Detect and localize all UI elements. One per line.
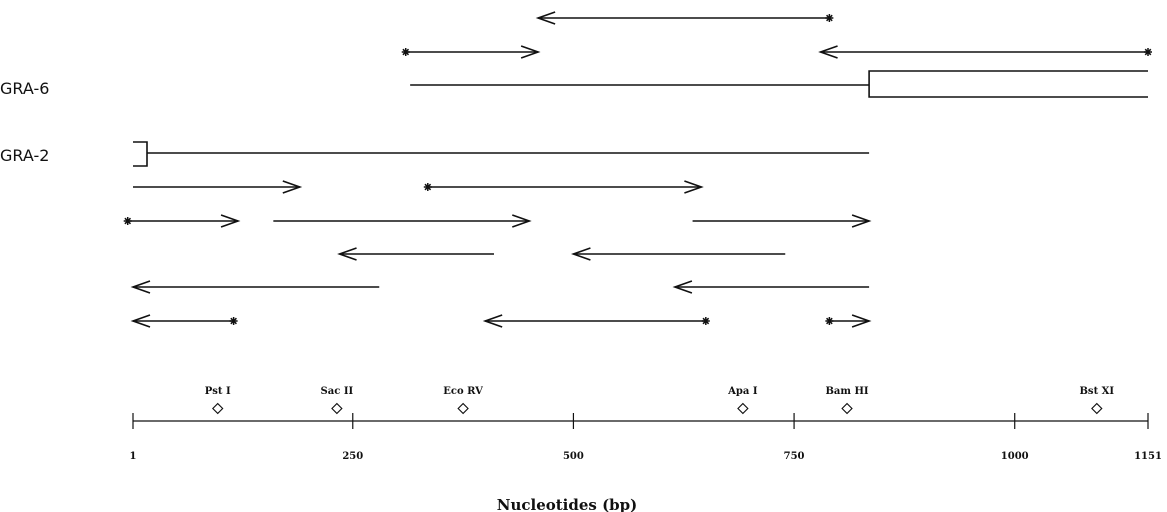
nucleotide-axis: 1 250 500 750 1000 1151 [130, 413, 1162, 462]
tick-label: 1 [130, 451, 137, 462]
start-marker-icon [701, 317, 710, 325]
site-diamond-icon [331, 402, 343, 415]
arrowhead-icon [684, 180, 704, 194]
sequencing-runs [123, 11, 1152, 328]
arrowhead-icon [818, 45, 838, 59]
axis-tick: 500 [563, 413, 584, 462]
sequencing-run-arrow [692, 214, 872, 228]
start-marker-icon [123, 217, 132, 225]
arrowhead-icon [220, 214, 241, 228]
axis-tick: 750 [784, 413, 805, 462]
axis-tick: 1000 [1001, 413, 1029, 462]
arrowhead-icon [672, 280, 693, 294]
sequencing-run-arrow [482, 314, 710, 328]
arrowhead-icon [520, 45, 541, 59]
arrowhead-icon [282, 180, 303, 194]
site-label: Bst XI [1079, 386, 1114, 397]
sequencing-run-arrow [818, 45, 1152, 59]
tick-label: 250 [342, 451, 363, 462]
restriction-site: Pst I [205, 386, 231, 415]
arrowhead-icon [130, 280, 151, 294]
sequencing-run-arrow [130, 280, 380, 294]
restriction-site: Sac II [321, 386, 354, 415]
site-label: Bam HI [825, 386, 868, 397]
restriction-site: Bst XI [1079, 386, 1114, 415]
arrowhead-icon [512, 214, 532, 228]
axis-title: Nucleotides (bp) [497, 496, 638, 512]
start-marker-icon [825, 14, 834, 22]
coding-region-bracket [133, 141, 148, 167]
sequencing-run-arrow [273, 214, 532, 228]
gene-tracks: GRA-6 GRA-2 [0, 70, 1148, 167]
start-marker-icon [1144, 48, 1152, 56]
sequencing-run-arrow [571, 247, 786, 261]
arrowhead-icon [851, 314, 872, 328]
site-diamond-icon [841, 402, 853, 415]
site-label: Apa I [727, 386, 758, 397]
restriction-site: Bam HI [825, 386, 869, 415]
arrowhead-icon [482, 314, 503, 328]
tick-label: 1151 [1134, 451, 1162, 462]
sequencing-run-arrow [825, 314, 872, 328]
sequencing-run-arrow [672, 280, 870, 294]
sequencing-run-arrow [401, 45, 541, 59]
arrowhead-icon [337, 247, 357, 261]
arrowhead-icon [535, 11, 556, 25]
sequencing-run-arrow [535, 11, 834, 25]
start-marker-icon [229, 317, 238, 325]
start-marker-icon [825, 317, 834, 325]
arrowhead-icon [130, 314, 151, 328]
site-diamond-icon [457, 402, 469, 415]
axis-tick: 1151 [1134, 413, 1162, 462]
arrowhead-icon [851, 214, 872, 228]
coding-region-box [868, 70, 1148, 98]
site-diamond-icon [212, 402, 224, 415]
restriction-site: Apa I [727, 386, 758, 415]
track-label-gra6: GRA-6 [0, 79, 49, 98]
sequencing-run-arrow [423, 180, 704, 194]
site-label: Eco RV [443, 386, 483, 397]
site-diamond-icon [1091, 402, 1103, 415]
tick-label: 1000 [1001, 451, 1029, 462]
start-marker-icon [401, 48, 410, 56]
sequencing-run-arrow [130, 314, 238, 328]
sequencing-run-arrow [133, 180, 303, 194]
restriction-site: Eco RV [443, 386, 483, 415]
site-diamond-icon [737, 402, 749, 415]
start-marker-icon [423, 183, 432, 191]
sequencing-run-arrow [337, 247, 494, 261]
arrowhead-icon [571, 247, 591, 261]
tick-label: 750 [784, 451, 805, 462]
axis-tick: 1 [130, 413, 137, 462]
sequencing-run-arrow [123, 214, 241, 228]
site-label: Pst I [205, 386, 231, 397]
tick-label: 500 [563, 451, 584, 462]
track-label-gra2: GRA-2 [0, 146, 49, 165]
restriction-sites: Pst I Sac II Eco RV Apa I Bam HI Bst XI [205, 386, 1114, 415]
axis-tick: 250 [342, 413, 363, 462]
site-label: Sac II [321, 386, 354, 397]
